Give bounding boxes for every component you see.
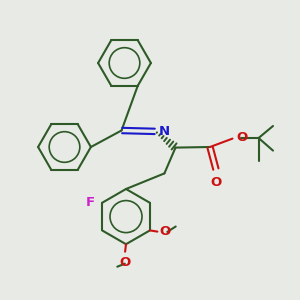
Text: O: O bbox=[236, 131, 248, 144]
Text: O: O bbox=[210, 176, 222, 189]
Text: O: O bbox=[119, 256, 131, 269]
Text: O: O bbox=[159, 225, 170, 238]
Text: N: N bbox=[159, 124, 170, 138]
Text: F: F bbox=[85, 196, 94, 209]
